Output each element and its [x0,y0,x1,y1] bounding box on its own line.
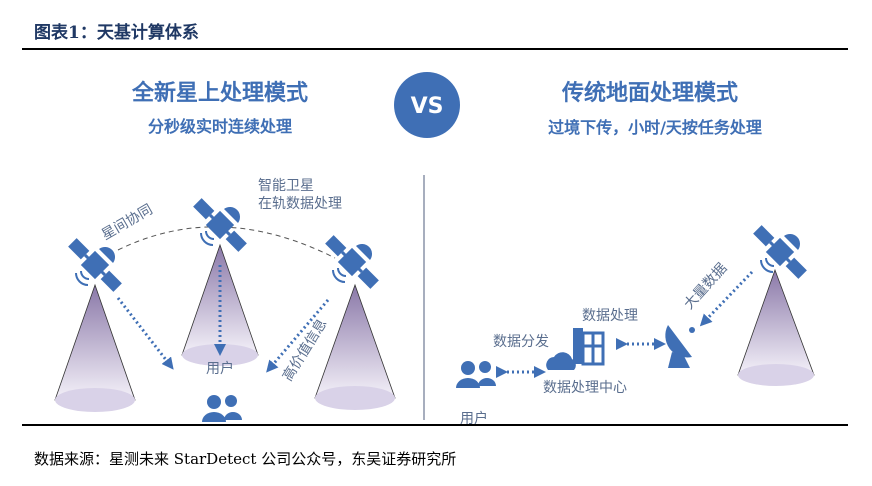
label-processing-center: 数据处理中心 [543,380,627,396]
left-subtitle: 分秒级实时连续处理 [148,117,292,136]
arrow-to-user [116,297,174,370]
data-center-icon [546,328,605,370]
ground-dish-icon [665,325,695,368]
bottom-rule [22,424,848,426]
label-big-data: 大量数据 [681,260,730,312]
label-user-right: 用户 [460,410,488,427]
figure-caption: 图表1：天基计算体系 [34,23,199,43]
cone-right-panel [737,268,815,386]
satellite-icon [321,231,383,293]
users-icon [456,361,496,388]
cone-right [314,283,396,410]
vs-badge [394,72,460,138]
cone-left [54,283,136,412]
source-note: 数据来源：星测未来 StarDetect 公司公众号，东吴证券研究所 [34,450,457,468]
right-subtitle: 过境下传，小时/天按任务处理 [548,118,762,137]
left-title: 全新星上处理模式 [131,80,308,106]
label-high-value-info: 高价值信息 [279,316,331,384]
label-inter-satellite: 星间协同 [99,202,155,244]
label-data-distribution: 数据分发 [493,334,549,350]
label-smart-satellite: 智能卫星 [258,178,314,194]
top-rule [22,48,848,50]
satellite-icon [749,221,811,283]
label-data-processing: 数据处理 [582,308,638,324]
right-title: 传统地面处理模式 [561,80,738,106]
downlink-arrow [699,270,754,327]
label-onorbit-processing: 在轨数据处理 [258,196,342,212]
vs-label: VS [411,94,444,119]
label-user: 用户 [206,360,234,377]
users-icon [202,395,242,422]
